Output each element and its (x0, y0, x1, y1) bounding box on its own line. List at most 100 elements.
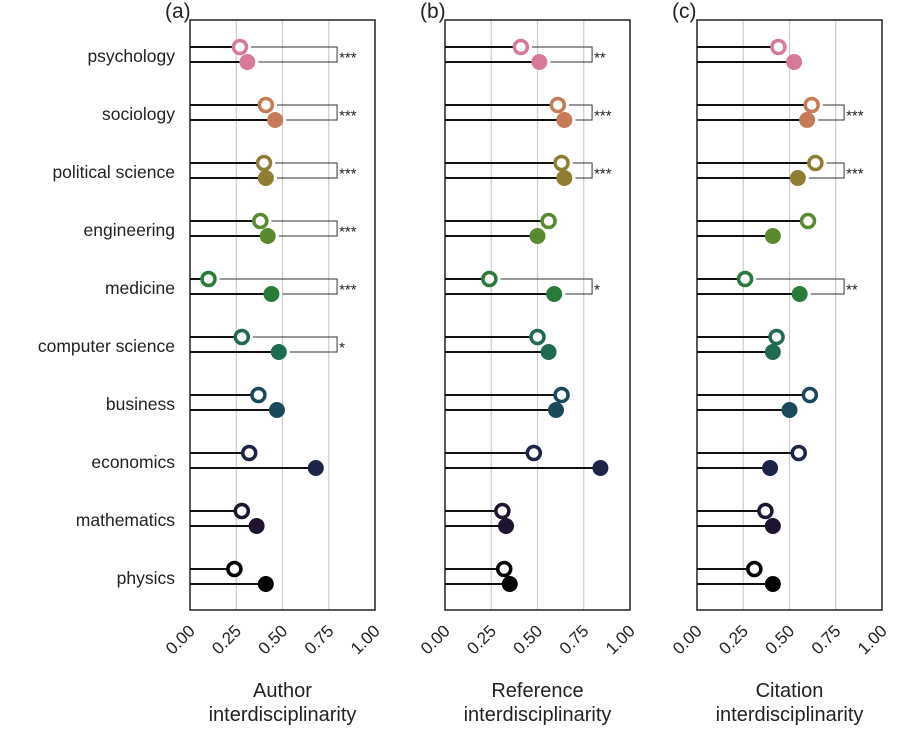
open-marker (553, 386, 570, 404)
x-tick-label: 0.00 (417, 621, 454, 658)
significance-bracket (500, 278, 593, 295)
category-label: engineering (84, 220, 175, 240)
filled-marker (248, 518, 265, 534)
x-axis-label: Citation (756, 680, 824, 702)
significance-bracket (219, 278, 338, 295)
open-marker (736, 270, 754, 288)
x-axis-label: interdisciplinarity (716, 704, 864, 726)
filled-marker (592, 460, 609, 476)
open-marker (231, 38, 249, 56)
open-marker (250, 386, 267, 404)
filled-marker (263, 286, 280, 302)
x-tick-label: 0.50 (509, 621, 546, 658)
significance-stars: *** (339, 108, 357, 125)
filled-marker (267, 112, 284, 128)
open-marker (495, 560, 513, 578)
x-tick-label: 0.00 (669, 621, 706, 658)
significance-bracket (756, 278, 845, 295)
filled-marker (764, 228, 781, 244)
x-axis-label: Reference (491, 680, 583, 702)
open-marker (768, 328, 785, 346)
x-tick-label: 1.00 (347, 621, 384, 658)
filled-marker (257, 576, 274, 592)
x-axis-label: interdisciplinarity (464, 704, 612, 726)
significance-bracket (818, 104, 845, 121)
category-label: political science (52, 162, 175, 182)
significance-bracket (252, 336, 338, 353)
open-marker (255, 154, 273, 172)
filled-marker (789, 170, 806, 186)
significance-stars: *** (339, 50, 357, 67)
filled-marker (501, 576, 518, 592)
significance-stars: ** (594, 50, 606, 67)
open-marker (257, 96, 275, 114)
significance-stars: *** (846, 166, 864, 183)
open-marker (757, 502, 774, 520)
panel-c: (c) 0.00 0.25 0.50 0.75 1.00 Citationinterdisc… (669, 0, 891, 726)
open-marker (801, 386, 819, 404)
category-label: sociology (102, 104, 175, 124)
open-marker (770, 38, 787, 56)
x-tick-label: 0.50 (761, 621, 798, 658)
open-marker (803, 96, 820, 114)
significance-stars: *** (339, 282, 357, 299)
category-label: computer science (38, 336, 175, 356)
filled-marker (268, 402, 285, 418)
significance-stars: *** (594, 166, 612, 183)
filled-marker (257, 170, 274, 186)
category-label: business (106, 394, 175, 414)
filled-marker (556, 170, 573, 186)
x-tick-label: 0.75 (301, 621, 338, 658)
significance-stars: *** (846, 108, 864, 125)
significance-stars: * (594, 282, 600, 299)
significance-stars: *** (594, 108, 612, 125)
x-axis-label: Author (253, 680, 312, 702)
x-tick-label: 0.00 (162, 621, 199, 658)
filled-marker (531, 54, 548, 70)
significance-bracket (251, 46, 338, 63)
panel-label: (b) (420, 0, 446, 23)
significance-bracket (572, 162, 593, 179)
open-marker (525, 444, 543, 462)
x-tick-label: 0.50 (254, 621, 291, 658)
filled-marker (791, 286, 808, 302)
category-label: economics (91, 452, 175, 472)
filled-marker (270, 344, 287, 360)
open-marker (240, 444, 258, 462)
open-marker (540, 212, 557, 230)
significance-stars: *** (339, 166, 357, 183)
filled-marker (498, 518, 515, 534)
category-label: psychology (87, 46, 175, 66)
panel-a: (a) 0.00 0.25 0.50 0.75 1.00 Authorinterdiscip… (162, 0, 384, 726)
filled-marker (307, 460, 324, 476)
panel-label: (c) (672, 0, 697, 23)
open-marker (233, 328, 251, 346)
open-marker (226, 560, 243, 578)
open-marker (807, 154, 824, 172)
filled-marker (799, 112, 816, 128)
filled-marker (239, 54, 256, 70)
x-tick-label: 0.75 (556, 621, 593, 658)
filled-marker (529, 228, 546, 244)
open-marker (252, 212, 269, 230)
significance-bracket (275, 162, 338, 179)
filled-marker (546, 286, 563, 302)
significance-stars: *** (339, 224, 357, 241)
open-marker (512, 38, 530, 56)
open-marker (233, 502, 251, 520)
open-marker (529, 328, 546, 346)
open-marker (494, 502, 511, 520)
significance-bracket (568, 104, 593, 121)
open-marker (200, 270, 217, 288)
open-marker (553, 154, 570, 172)
panel-frame (696, 19, 883, 611)
category-label: medicine (105, 278, 175, 298)
filled-marker (762, 460, 779, 476)
x-tick-label: 0.25 (715, 621, 752, 658)
open-marker (799, 212, 817, 230)
significance-bracket (808, 162, 845, 179)
significance-bracket (531, 46, 593, 63)
x-tick-label: 0.75 (808, 621, 845, 658)
